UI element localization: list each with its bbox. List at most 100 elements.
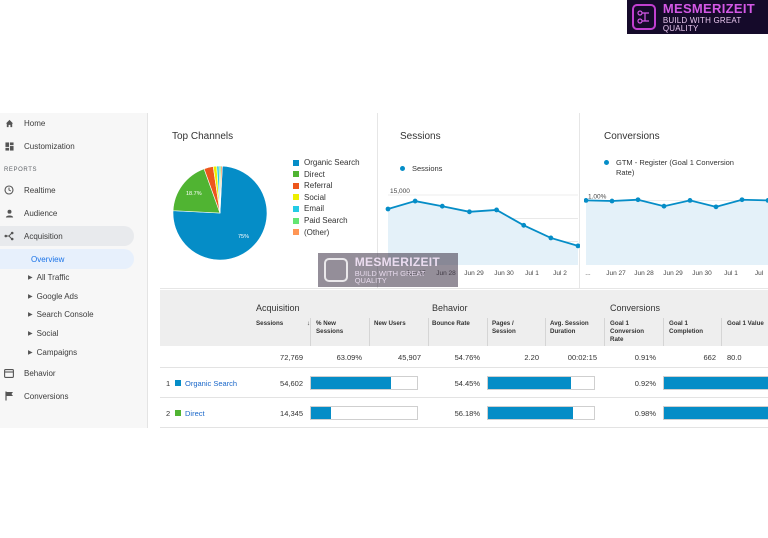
data-point <box>635 197 641 203</box>
nav-conversions[interactable]: Conversions <box>0 386 68 406</box>
row-bar-fill <box>488 407 573 419</box>
caret-right-icon: ▶ <box>28 311 33 318</box>
table-row[interactable]: 1 Organic Search 54,602 54.45% 0.92% <box>160 368 768 398</box>
logo-name: MESMERIZEIT <box>662 0 755 16</box>
total-bounce: 54.76% <box>454 353 480 362</box>
sort-arrow-icon: ↓ <box>306 320 310 327</box>
watermark-mark-icon <box>324 258 348 282</box>
reports-section-label: REPORTS <box>4 167 38 173</box>
nav-search-console[interactable]: ▶ Search Console <box>0 304 94 324</box>
total-conv-rate: 0.91% <box>634 353 656 362</box>
data-point <box>439 203 445 209</box>
channel-link[interactable]: Direct <box>185 409 205 418</box>
row-bar <box>663 376 768 390</box>
watermark: MESMERIZEIT BUILD WITH GREAT QUALITY <box>318 253 458 287</box>
nav-behavior[interactable]: Behavior <box>0 363 56 383</box>
total-new-users: 45,907 <box>398 353 421 362</box>
row-index: 1 <box>166 379 171 388</box>
person-icon <box>4 208 14 218</box>
caret-right-icon: ▶ <box>28 274 33 281</box>
data-point <box>385 206 391 212</box>
data-point <box>765 197 768 203</box>
col-value[interactable]: Goal 1 Value <box>727 320 764 327</box>
legend-swatch <box>293 171 299 178</box>
col-bounce[interactable]: Bounce Rate <box>432 320 470 327</box>
data-point <box>739 197 745 203</box>
header-divider <box>545 318 546 346</box>
nav-realtime-label: Realtime <box>24 185 56 195</box>
row-conv-rate: 0.98% <box>634 409 656 418</box>
legend-label: Organic Search <box>304 158 360 167</box>
nav-google-ads[interactable]: ▶ Google Ads <box>0 286 78 306</box>
row-bar-fill <box>488 377 571 389</box>
channel-color-swatch <box>175 410 181 416</box>
nav-campaigns[interactable]: ▶ Campaigns <box>0 342 77 362</box>
pie-slice-direct <box>172 168 221 214</box>
nav-sub-label: Search Console <box>36 309 94 319</box>
col-completion[interactable]: Goal 1 Completion <box>669 320 704 335</box>
header-divider <box>487 318 488 346</box>
card-title: Top Channels <box>172 131 234 142</box>
col-new-users[interactable]: New Users <box>374 320 406 327</box>
caret-right-icon: ▶ <box>28 349 33 356</box>
nav-customization[interactable]: Customization <box>0 136 75 156</box>
header-divider <box>604 318 605 346</box>
legend-label: (Other) <box>304 227 330 237</box>
col-sessions[interactable]: Sessions ↓ <box>256 320 310 328</box>
pie-slice-label: 75% <box>238 234 250 240</box>
total-pct-new: 63.09% <box>336 353 362 362</box>
data-point <box>609 198 615 204</box>
data-point <box>548 235 554 241</box>
x-tick-label: Jun 29 <box>663 270 683 277</box>
nav-sub-label: Social <box>36 328 59 338</box>
row-index: 2 <box>166 409 171 418</box>
behavior-icon <box>4 368 14 378</box>
row-bar <box>487 406 595 420</box>
col-conv-rate[interactable]: Goal 1 Conversion Rate <box>610 320 645 343</box>
nav-realtime[interactable]: Realtime <box>0 180 56 200</box>
nav-audience-label: Audience <box>24 208 58 218</box>
data-point <box>575 243 580 249</box>
data-point <box>687 197 693 203</box>
nav-all-traffic[interactable]: ▶ All Traffic <box>0 267 69 287</box>
data-point <box>661 203 667 209</box>
nav-behavior-label: Behavior <box>24 368 56 378</box>
channel-link[interactable]: Organic Search <box>185 379 238 388</box>
col-pages[interactable]: Pages / Session <box>492 320 516 335</box>
legend-swatch <box>293 205 299 212</box>
legend-label: Direct <box>304 169 325 179</box>
channels-table: Acquisition Behavior Conversions Session… <box>160 290 768 428</box>
nav-social[interactable]: ▶ Social <box>0 323 58 343</box>
nav-acquisition[interactable]: Acquisition <box>0 226 134 246</box>
col-duration[interactable]: Avg. Session Duration <box>550 320 589 335</box>
y-tick-label: 1.00% <box>588 193 607 200</box>
nav-sub-label: Campaigns <box>36 347 78 357</box>
total-sessions: 72,769 <box>280 353 303 362</box>
sessions-series-label: Sessions <box>400 164 442 174</box>
data-point <box>412 198 418 204</box>
flag-icon <box>4 391 14 401</box>
header-divider <box>369 318 370 346</box>
caret-right-icon: ▶ <box>28 330 33 337</box>
nav-overview[interactable]: Overview <box>0 249 134 269</box>
brand-logo: MESMERIZEIT BUILD WITH GREAT QUALITY <box>627 0 768 34</box>
row-bar <box>663 406 768 420</box>
group-conversions: Conversions <box>610 303 661 313</box>
header-divider <box>310 318 311 346</box>
area-fill <box>388 201 578 265</box>
header-divider <box>721 318 722 346</box>
nav-home-label: Home <box>24 118 46 128</box>
row-bar-fill <box>664 407 768 419</box>
nav-home[interactable]: Home <box>0 113 45 133</box>
data-point <box>494 207 499 213</box>
legend-swatch <box>293 229 299 236</box>
x-tick-label: Jun 30 <box>692 270 712 277</box>
col-pct-new[interactable]: % New Sessions <box>316 320 344 335</box>
dashboard-icon <box>4 141 14 151</box>
data-point <box>584 197 589 203</box>
nav-audience[interactable]: Audience <box>0 203 57 223</box>
table-row[interactable]: 2 Direct 14,345 56.18% 0.98% <box>160 398 768 428</box>
y-tick-label: 15,000 <box>390 188 410 195</box>
